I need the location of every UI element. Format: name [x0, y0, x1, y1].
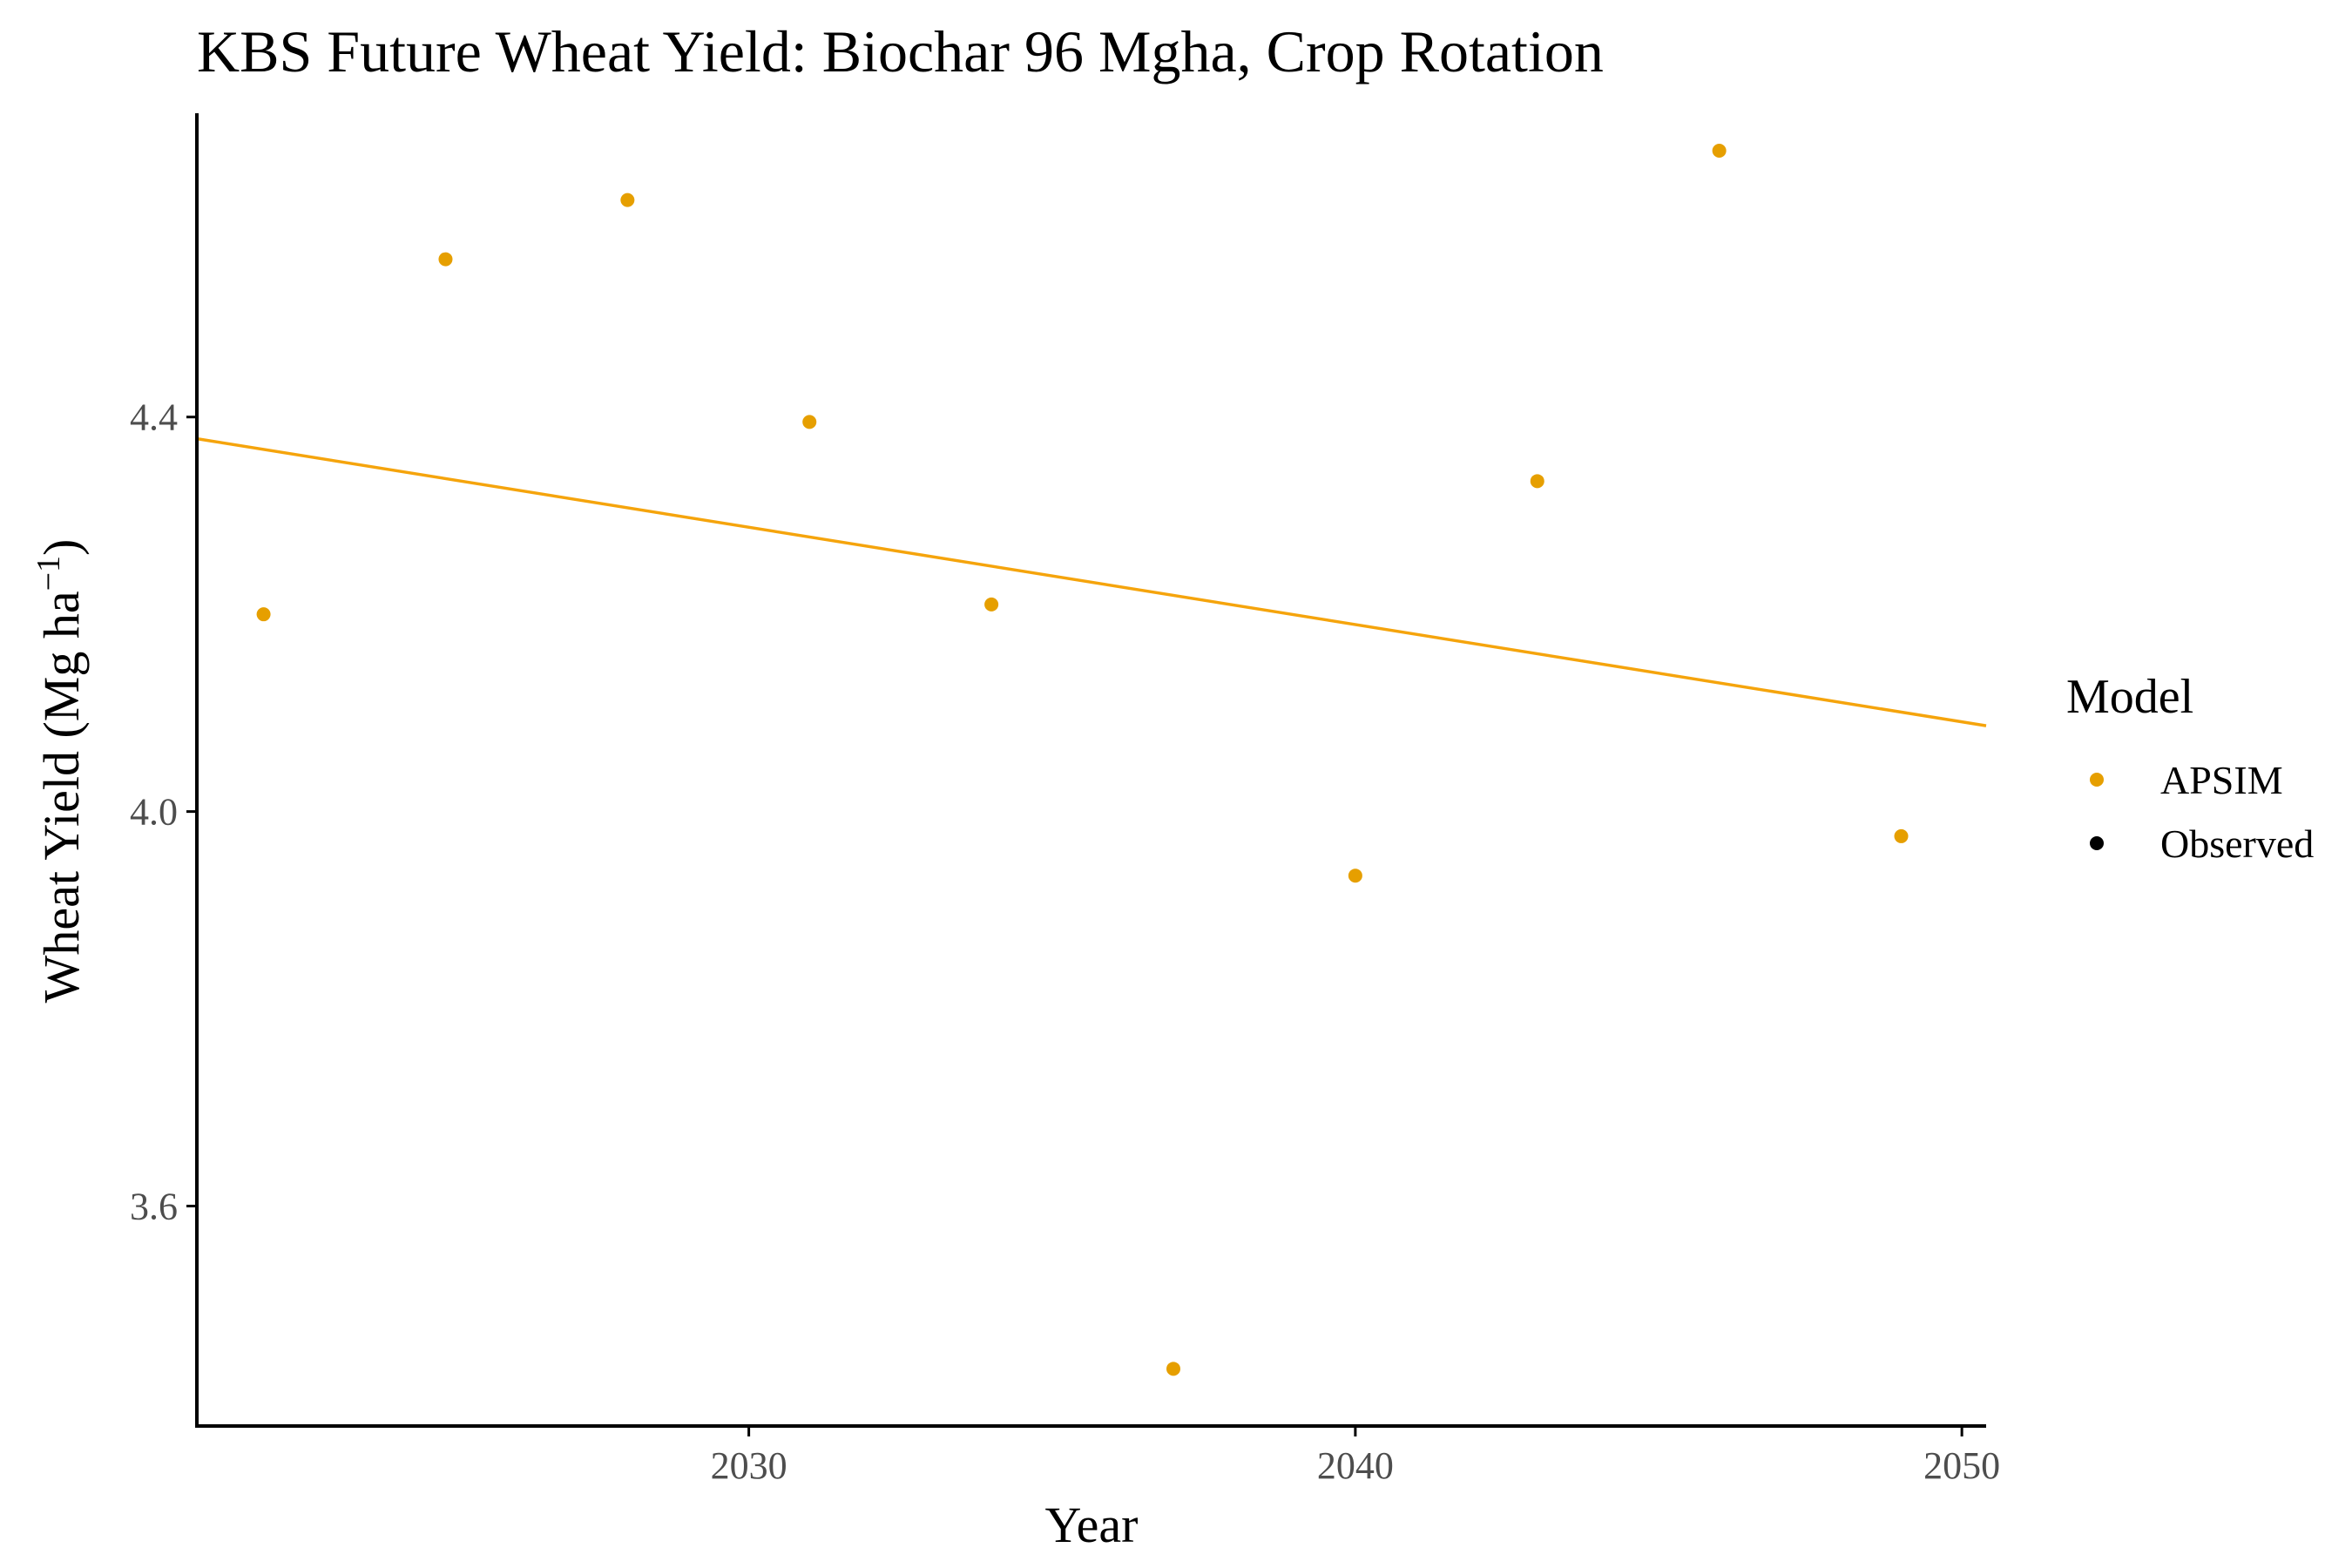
legend-key	[2090, 836, 2104, 850]
legend: Model APSIM Observed	[2066, 670, 2314, 866]
axes	[195, 113, 1986, 1428]
trend-line	[196, 436, 1987, 727]
legend-entries: APSIM Observed	[2090, 758, 2314, 866]
y-tick-label: 4.0	[130, 791, 178, 834]
data-point	[620, 193, 635, 207]
data-point	[438, 252, 453, 267]
data-point	[984, 597, 999, 612]
legend-title: Model	[2066, 670, 2193, 724]
y-axis-title: Wheat Yield (Mg ha−1)	[30, 539, 90, 1004]
x-tick-label: 2040	[1317, 1444, 1394, 1487]
x-tick-label: 2030	[711, 1444, 787, 1487]
legend-label: APSIM	[2160, 758, 2283, 802]
data-point	[256, 607, 271, 622]
y-tick-label: 4.4	[130, 396, 178, 439]
y-axis-title-superscript: −1	[30, 556, 67, 591]
data-point	[1166, 1362, 1180, 1376]
y-axis-title-close: )	[33, 539, 90, 556]
x-axis-ticks: 2030 2040 2050	[711, 1426, 2000, 1487]
y-axis-title-main: Wheat Yield (Mg ha	[33, 591, 90, 1003]
data-point	[802, 415, 817, 429]
data-point	[1712, 144, 1727, 159]
data-point	[1530, 474, 1544, 489]
legend-label: Observed	[2160, 821, 2314, 866]
legend-key	[2090, 773, 2104, 787]
chart-title: KBS Future Wheat Yield: Biochar 96 Mgha,…	[197, 18, 1604, 84]
x-tick-label: 2050	[1923, 1444, 2000, 1487]
x-axis-title: Year	[1045, 1497, 1139, 1553]
data-point	[1894, 828, 1909, 843]
data-point	[1348, 868, 1362, 883]
plot-area	[196, 144, 1987, 1376]
y-axis-ticks: 3.6 4.0 4.4	[130, 396, 197, 1228]
y-tick-label: 3.6	[130, 1186, 178, 1228]
